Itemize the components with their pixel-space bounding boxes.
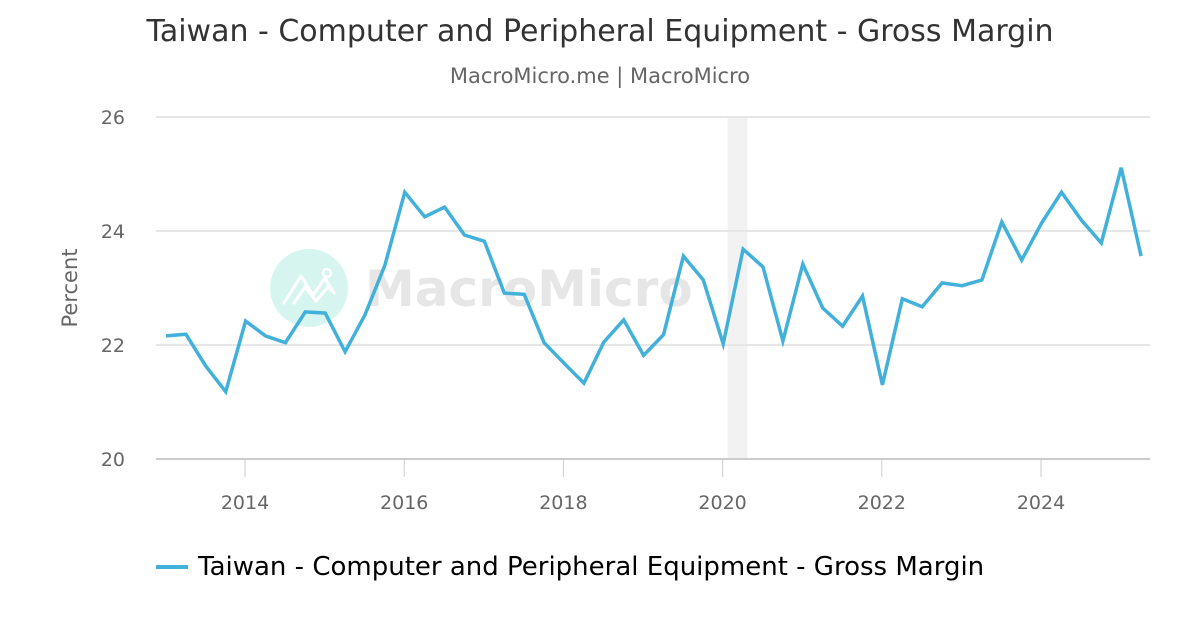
watermark: MacroMicro (270, 249, 693, 327)
legend-item-label[interactable]: Taiwan - Computer and Peripheral Equipme… (198, 552, 985, 582)
x-tick-label: 2024 (1017, 492, 1065, 514)
y-axis-label: Percent (58, 248, 82, 327)
recession-band-rect (727, 117, 748, 459)
x-axis: 2014 2016 2018 2020 2022 2024 (221, 459, 1065, 514)
series-line[interactable] (165, 167, 1143, 396)
watermark-logo-dot (321, 267, 333, 279)
chart-subtitle: MacroMicro.me | MacroMicro (449, 64, 751, 88)
legend-swatch-icon (156, 565, 188, 569)
y-axis-ticks: 20 22 24 26 (101, 107, 125, 471)
y-tick-label: 22 (101, 335, 125, 357)
y-tick-label: 26 (101, 107, 125, 129)
chart-title: Taiwan - Computer and Peripheral Equipme… (146, 14, 1054, 49)
watermark-logo-stroke (292, 285, 336, 305)
x-tick-label: 2016 (380, 492, 428, 514)
x-tick-label: 2022 (858, 492, 906, 514)
y-gridlines (156, 116, 1150, 460)
x-tick-label: 2018 (539, 492, 587, 514)
y-tick-label: 24 (101, 221, 125, 243)
x-tick-label: 2020 (698, 492, 746, 514)
legend: Taiwan - Computer and Peripheral Equipme… (156, 552, 984, 582)
y-tick-label: 20 (101, 449, 125, 471)
x-tick-label: 2014 (221, 492, 269, 514)
recession-band (727, 117, 748, 459)
